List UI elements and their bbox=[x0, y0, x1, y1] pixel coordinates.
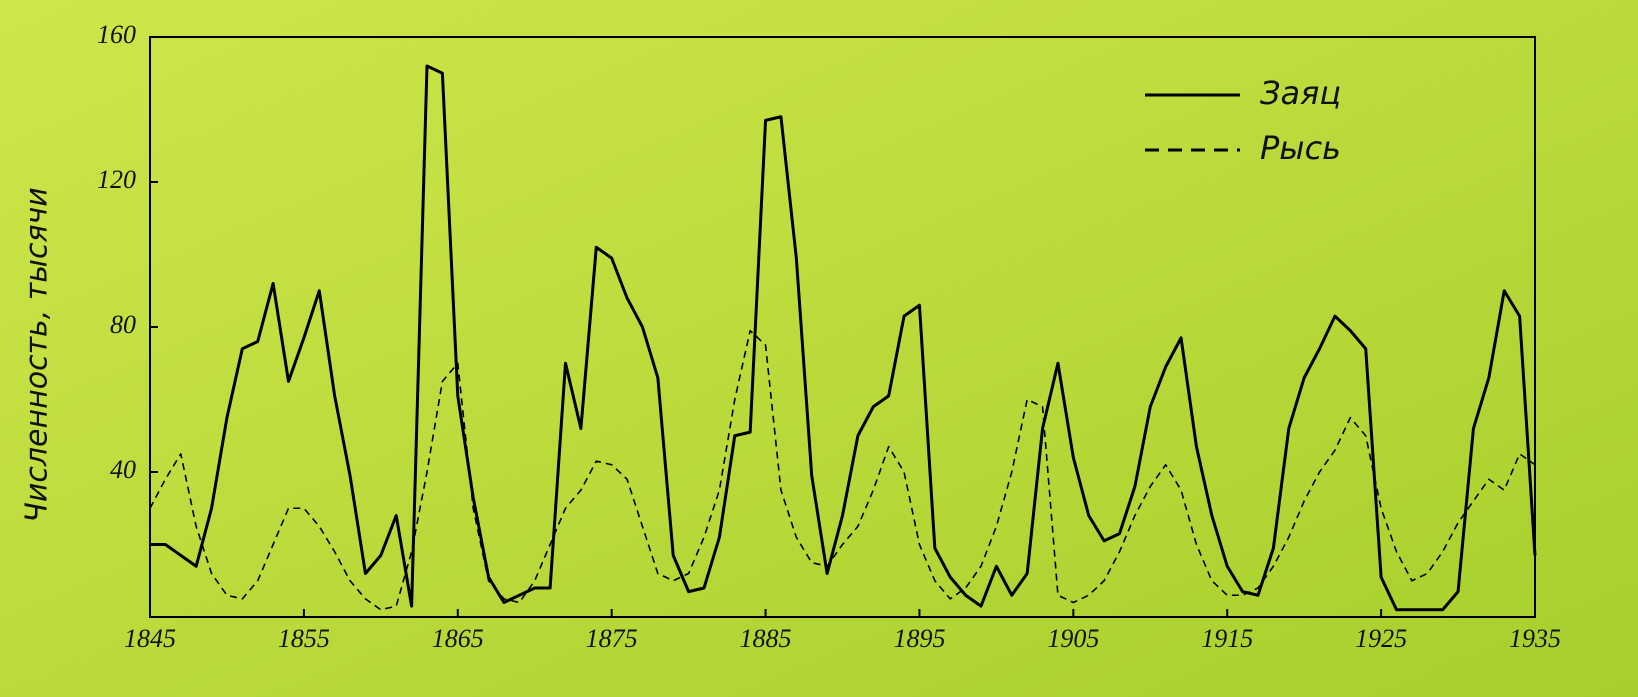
x-tick-label: 1855 bbox=[278, 624, 330, 653]
legend-label: Рысь bbox=[1260, 129, 1341, 167]
x-tick-label: 1885 bbox=[740, 624, 792, 653]
x-tick-label: 1915 bbox=[1201, 624, 1253, 653]
chart: Численность, тысячи 40 80 120 160 1845 1855 18… bbox=[0, 0, 1638, 697]
y-tick-label: 80 bbox=[110, 310, 136, 339]
x-tick-label: 1935 bbox=[1509, 624, 1561, 653]
y-tick-label: 120 bbox=[97, 165, 136, 194]
x-tick-label: 1865 bbox=[432, 624, 484, 653]
x-tick-label: 1875 bbox=[586, 624, 638, 653]
x-tick-label: 1895 bbox=[893, 624, 945, 653]
y-tick-label: 160 bbox=[97, 20, 136, 49]
y-axis-label: Численность, тысячи bbox=[20, 187, 55, 522]
x-tick-label: 1845 bbox=[124, 624, 176, 653]
y-tick-label: 40 bbox=[110, 455, 136, 484]
page: Численность, тысячи 40 80 120 160 1845 1855 18… bbox=[0, 0, 1638, 697]
legend-label: Заяц bbox=[1260, 74, 1341, 112]
x-tick-label: 1905 bbox=[1047, 624, 1099, 653]
x-tick-label: 1925 bbox=[1355, 624, 1407, 653]
